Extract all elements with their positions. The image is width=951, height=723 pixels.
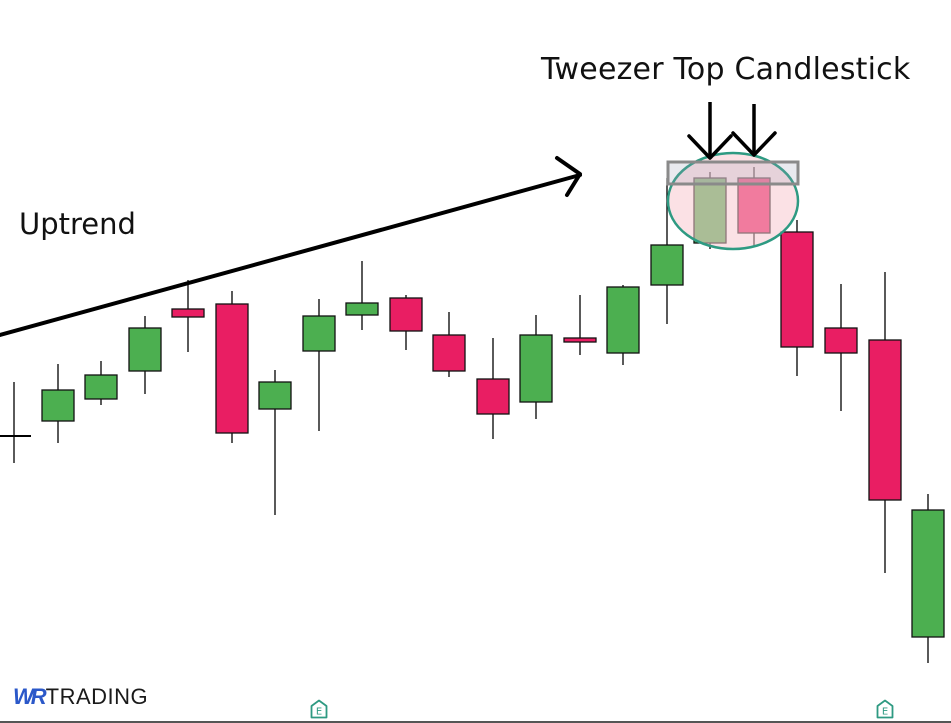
bullish-candle-body [258, 381, 292, 410]
bullish-candle-body [41, 389, 75, 422]
candle [911, 494, 945, 663]
annotation-overlay [0, 102, 800, 337]
e-house-icon: E [310, 699, 328, 719]
candle [563, 295, 597, 355]
candle [171, 280, 205, 352]
bullish-candle-body [911, 509, 945, 638]
bullish-candle-body [128, 327, 162, 372]
candle [128, 316, 162, 394]
bearish-candle-body [476, 378, 510, 415]
bullish-candle-body [650, 244, 684, 286]
brand-logo-text: TRADING [45, 684, 149, 709]
brand-logo-mark: WR [13, 684, 47, 709]
candle [389, 295, 423, 350]
bullish-candle-body [84, 374, 118, 400]
candle [302, 299, 336, 431]
chart-title: Tweezer Top Candlestick [541, 52, 911, 87]
candle [41, 364, 75, 443]
tweezer-highlight-ellipse [666, 151, 800, 251]
bullish-candle-body [606, 286, 640, 354]
candle [868, 272, 902, 573]
bearish-candle-body [780, 231, 814, 348]
resistance-level-box [666, 160, 800, 186]
bearish-candle-body [563, 337, 597, 343]
candle [476, 338, 510, 439]
bearish-candle-body [171, 308, 205, 318]
bottom-divider [0, 721, 951, 723]
bearish-candle-body [868, 339, 902, 501]
bullish-candle-body [345, 302, 379, 316]
svg-text:E: E [316, 707, 322, 718]
arrowhead-icon [555, 156, 582, 197]
bearish-candle-body [389, 297, 423, 332]
brand-logo: WR TRADING [13, 684, 148, 710]
candle [432, 312, 466, 377]
candle [258, 370, 292, 515]
bearish-candle-body [824, 327, 858, 354]
candle [0, 382, 31, 463]
candle [780, 220, 814, 376]
bullish-candle-body [302, 315, 336, 352]
uptrend-label: Uptrend [19, 207, 136, 241]
bearish-candle-body [432, 334, 466, 372]
candle [606, 285, 640, 365]
bearish-candle-body [215, 303, 249, 434]
candle [84, 361, 118, 405]
candle [345, 261, 379, 330]
candle [519, 315, 553, 419]
uptrend-arrow-icon [0, 173, 582, 337]
svg-text:E: E [882, 707, 888, 718]
candle [824, 284, 858, 411]
candle [215, 291, 249, 443]
candles-group [0, 167, 945, 663]
bullish-candle-body [519, 334, 553, 403]
e-house-icon: E [876, 699, 894, 719]
